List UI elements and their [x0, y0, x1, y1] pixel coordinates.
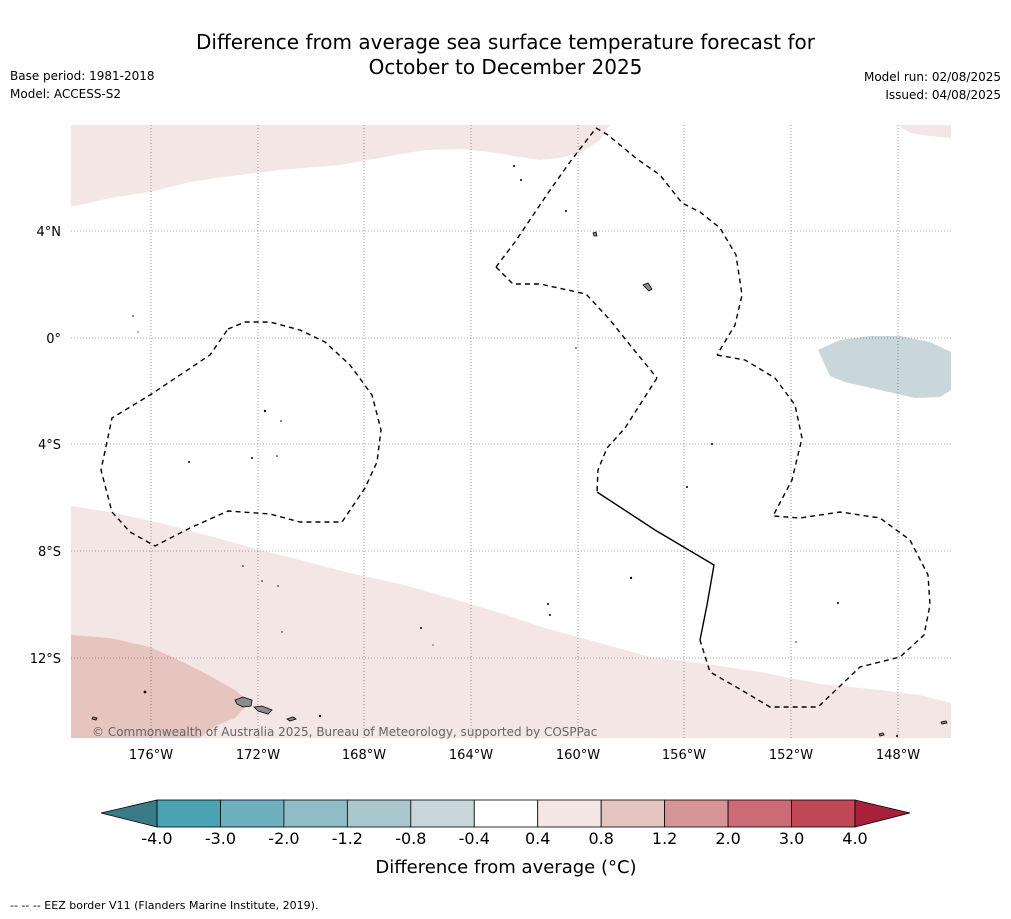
island-small-c: [91, 716, 98, 721]
longitude-labels: 176°W 172°W 168°W 164°W 160°W 156°W 152°…: [129, 748, 920, 763]
anomaly-region-southwest: [71, 635, 250, 738]
anomaly-region-north: [71, 125, 610, 207]
model-text: Model: ACCESS-S2: [10, 87, 122, 101]
colorbar-segment: [156, 799, 221, 828]
lon-label-176w: 176°W: [129, 748, 173, 763]
colorbar-segment: [664, 799, 729, 828]
colorbar-tick-label: -2.0: [268, 829, 299, 848]
colorbar-segment: [727, 799, 792, 828]
lon-label-164w: 164°W: [449, 748, 493, 763]
colorbar-tick-label: -0.4: [459, 829, 490, 848]
forecast-info-right: Model run: 02/08/2025 Issued: 04/08/2025: [864, 68, 1001, 104]
lon-label-172w: 172°W: [236, 748, 280, 763]
colorbar-tick-label: 1.2: [652, 829, 677, 848]
colorbar-over-arrow: [854, 799, 911, 828]
latitude-labels: 4°N 0° 4°S 8°S 12°S: [30, 225, 61, 667]
issued-text: Issued: 04/08/2025: [885, 88, 1001, 102]
colorbar-tick-label: 4.0: [842, 829, 867, 848]
island-tutuila: [286, 716, 297, 722]
island-upolu: [253, 705, 273, 715]
eez-borders: [100, 127, 931, 708]
eez-legend: -- -- -- EEZ border V11 (Flanders Marine…: [10, 899, 319, 912]
lon-label-152w: 152°W: [769, 748, 813, 763]
colorbar-segment: [346, 799, 412, 828]
eez-border-central: [495, 127, 743, 493]
colorbar-segments: [156, 799, 856, 828]
colorbar-segment: [283, 799, 348, 828]
colorbar: -4.0 -3.0 -2.0 -1.2 -0.8 -0.4 0.4 0.8 1.2 2.0 3.0 4…: [100, 799, 911, 878]
colorbar-segment: [791, 799, 856, 828]
forecast-info-left: Base period: 1981-2018 Model: ACCESS-S2: [10, 67, 155, 103]
anomaly-region-northeast: [898, 125, 951, 138]
base-period-text: Base period: 1981-2018: [10, 69, 155, 83]
map-plot-area: [71, 125, 951, 738]
boundary-solid: [596, 491, 715, 641]
anomaly-region-cool-east: [818, 336, 951, 398]
atolls: [132, 165, 898, 737]
map-title: Difference from average sea surface temp…: [0, 30, 1011, 80]
lon-label-148w: 148°W: [876, 748, 920, 763]
island-small-e: [940, 720, 948, 725]
colorbar-label: Difference from average (°C): [375, 857, 636, 878]
islands: [91, 231, 948, 737]
island-small-a: [642, 282, 653, 292]
colorbar-segment: [537, 799, 602, 828]
lat-label-0: 0°: [46, 332, 61, 347]
colorbar-tick-label: 0.8: [588, 829, 613, 848]
island-savaii: [234, 696, 253, 708]
colorbar-segment: [220, 799, 285, 828]
eez-border-east: [699, 354, 931, 708]
lat-label-12s: 12°S: [30, 652, 61, 667]
lon-label-160w: 160°W: [556, 748, 600, 763]
colorbar-tick-labels: -4.0 -3.0 -2.0 -1.2 -0.8 -0.4 0.4 0.8 1.2 2.0 3.0 4…: [141, 829, 867, 848]
colorbar-tick-label: -1.2: [332, 829, 363, 848]
copyright-text: © Commonwealth of Australia 2025, Bureau…: [92, 725, 597, 739]
colorbar-under-arrow: [100, 799, 158, 828]
colorbar-tick-label: -0.8: [395, 829, 426, 848]
lon-label-156w: 156°W: [662, 748, 706, 763]
lat-label-8s: 8°S: [38, 545, 61, 560]
colorbar-tick-label: 2.0: [715, 829, 740, 848]
lon-label-168w: 168°W: [342, 748, 386, 763]
colorbar-segment: [410, 799, 475, 828]
anomaly-region-south: [71, 506, 951, 738]
colorbar-tick-label: -3.0: [205, 829, 236, 848]
eez-border-west: [100, 321, 382, 547]
gridlines: [71, 125, 951, 738]
island-small-d: [878, 732, 885, 737]
colorbar-segment: [473, 799, 539, 828]
model-run-text: Model run: 02/08/2025: [863, 70, 1001, 84]
lat-label-4s: 4°S: [38, 438, 61, 453]
colorbar-segment: [600, 799, 666, 828]
title-line-2: October to December 2025: [368, 55, 643, 79]
lat-label-4n: 4°N: [37, 225, 62, 240]
island-small-b: [592, 231, 598, 237]
colorbar-tick-label: 3.0: [779, 829, 804, 848]
colorbar-tick-label: -4.0: [141, 829, 172, 848]
title-line-1: Difference from average sea surface temp…: [195, 30, 815, 54]
colorbar-tick-label: 0.4: [525, 829, 550, 848]
